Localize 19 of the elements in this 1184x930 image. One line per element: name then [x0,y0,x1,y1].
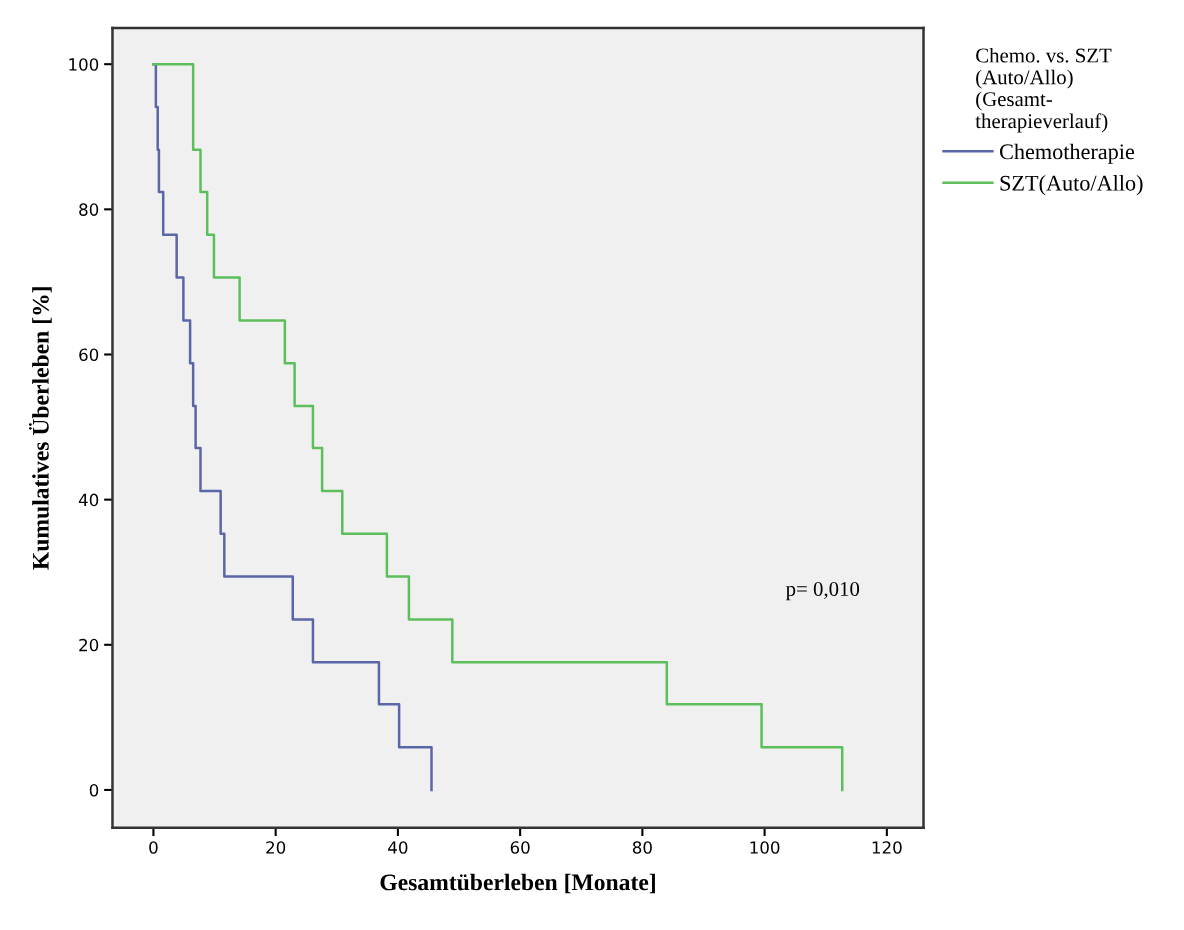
x-tick-label: 20 [266,841,286,854]
x-tick-label: 60 [510,841,530,854]
y-tick-label: 20 [79,638,99,652]
y-tick-label: 100 [69,58,99,71]
x-tick-label: 120 [872,841,902,854]
x-tick-label: 100 [750,841,780,854]
y-tick-label: 80 [79,203,99,216]
legend-label: Chemotherapie [999,143,1135,164]
y-tick-label: 0 [89,783,99,797]
x-axis-title: Gesamtüberleben [Monate] [380,873,655,894]
legend-label: SZT(Auto/Allo) [1000,175,1143,196]
x-tick-label: 40 [388,841,408,854]
y-tick-label: 40 [78,493,99,507]
legend-title: Chemo. vs. SZT (Auto/Allo) (Gesamt- therapieverlauf) [975,47,1112,133]
y-axis-title: Kumulatives Überleben [%] [28,287,52,570]
x-tick-label: 80 [632,841,652,854]
y-tick-label: 60 [79,348,99,362]
x-tick-label: 0 [149,841,158,854]
annotation: p= 0,010 [785,581,860,601]
